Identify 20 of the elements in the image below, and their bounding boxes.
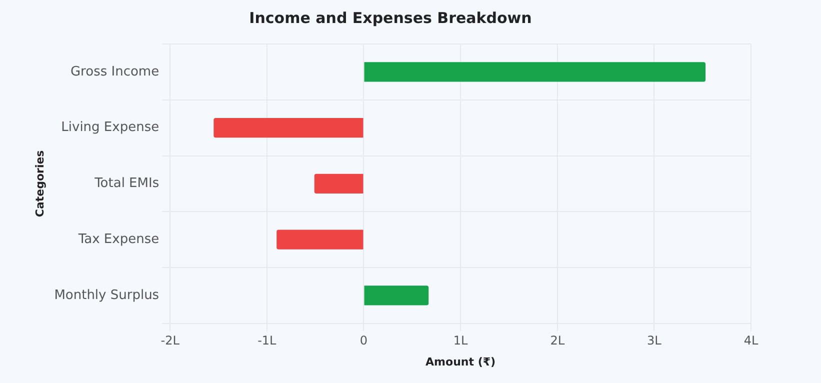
- x-tick-label: 3L: [647, 334, 662, 348]
- y-axis-title: Categories: [33, 150, 46, 218]
- bar: [364, 62, 706, 82]
- bar: [214, 118, 364, 138]
- bar: [276, 230, 364, 250]
- x-axis-title: Amount (₹): [426, 355, 496, 368]
- x-tick-label: 2L: [550, 334, 565, 348]
- y-tick-label: Monthly Surplus: [54, 288, 160, 303]
- bar: [314, 174, 364, 194]
- x-tick-label: 4L: [744, 334, 758, 348]
- y-tick-label: Tax Expense: [77, 232, 160, 247]
- bar: [364, 286, 429, 306]
- chart-title: Income and Expenses Breakdown: [249, 8, 532, 27]
- x-tick-label: -1L: [258, 334, 277, 348]
- y-tick-label: Living Expense: [61, 120, 160, 136]
- x-tick-label: -2L: [160, 334, 180, 348]
- x-tick-label: 0: [360, 334, 368, 348]
- y-tick-label: Gross Income: [70, 64, 160, 80]
- x-tick-label: 1L: [453, 334, 468, 348]
- y-tick-label: Total EMIs: [94, 176, 160, 192]
